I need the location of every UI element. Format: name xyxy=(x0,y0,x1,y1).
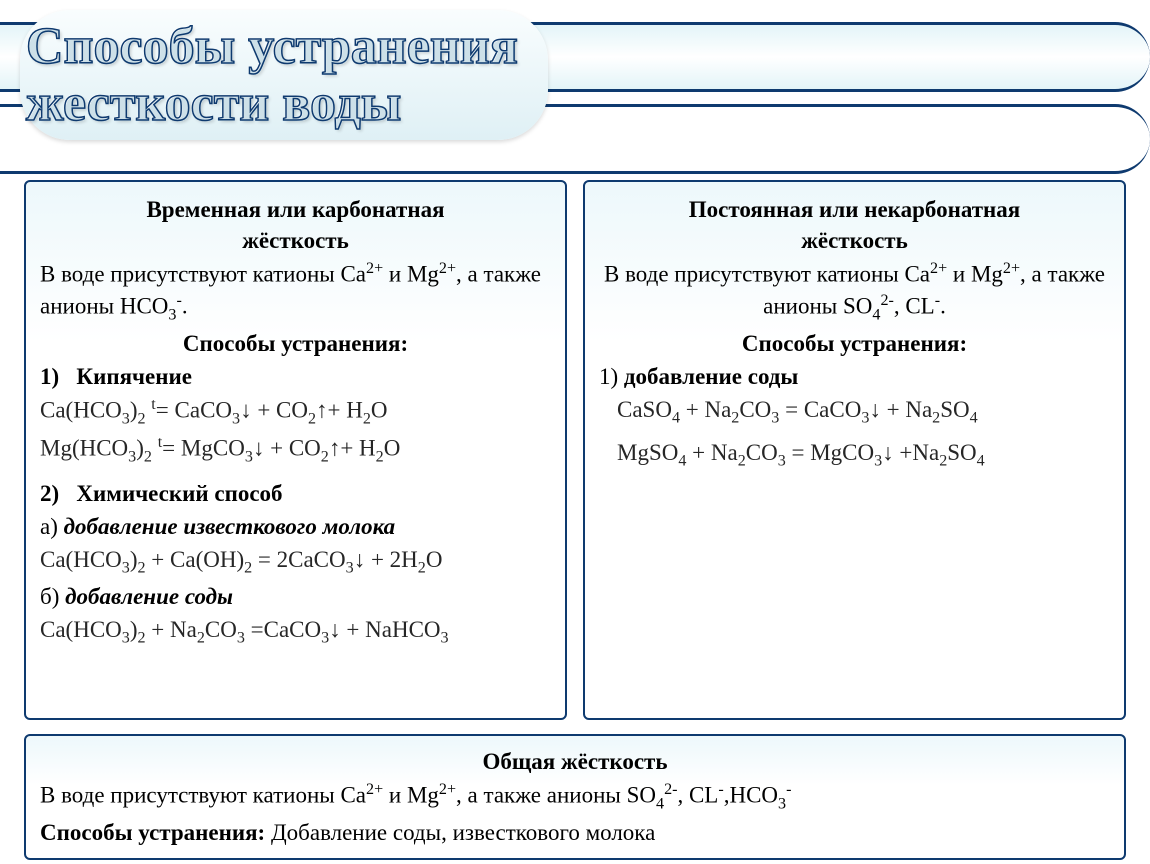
t: а) xyxy=(40,514,64,539)
t: CO xyxy=(739,397,771,422)
t: CaSO xyxy=(617,397,672,422)
t: , CL xyxy=(677,783,718,808)
t: ↓ + Na xyxy=(869,397,932,422)
left-eq2b: Ca(HCO3)2 + Na2CO3 =CaCO3↓ + NaHCO3 xyxy=(40,614,551,649)
t: ↓ + NaHCO xyxy=(329,617,440,642)
t: б) xyxy=(40,584,65,609)
t: и Mg xyxy=(383,262,439,287)
t: = 2CaCO xyxy=(252,547,345,572)
left-eq1a: Ca(HCO3)2 t= CaCO3↓ + CO2↑+ H2O xyxy=(40,394,551,430)
t: + Na xyxy=(146,617,197,642)
t: . xyxy=(182,293,188,318)
t: добавление соды xyxy=(624,364,798,389)
t: добавление соды xyxy=(65,584,233,609)
content-area: Временная или карбонатная жёсткость В во… xyxy=(24,180,1126,844)
t: = CaCO xyxy=(779,397,861,422)
t: . xyxy=(940,293,946,318)
t: SO xyxy=(947,440,976,465)
bottom-box: Общая жёсткость В воде присутствуют кати… xyxy=(24,734,1126,860)
right-h1: Постоянная или некарбонатная xyxy=(689,197,1020,222)
right-methods-title: Способы устранения: xyxy=(599,328,1110,359)
t: , а также анионы SO xyxy=(456,783,656,808)
left-box: Временная или карбонатная жёсткость В во… xyxy=(24,180,567,720)
right-heading: Постоянная или некарбонатная жёсткость xyxy=(599,194,1110,256)
t: O xyxy=(384,435,401,460)
t: 1) xyxy=(40,364,59,389)
t: + Na xyxy=(686,440,737,465)
left-m2: 2) Химический способ xyxy=(40,478,551,509)
t: и Mg xyxy=(383,783,439,808)
left-m1: 1) Кипячение xyxy=(40,361,551,392)
t: Химический способ xyxy=(76,481,282,506)
t: Ca(HCO xyxy=(40,547,122,572)
t: ,HCO xyxy=(724,783,778,808)
bottom-heading: Общая жёсткость xyxy=(40,746,1110,777)
t: ↓ + 2H xyxy=(354,547,418,572)
t: Добавление соды, известкового молока xyxy=(265,820,655,845)
t: В воде присутствуют катионы Ca xyxy=(40,262,366,287)
bottom-methods: Способы устранения: Добавление соды, изв… xyxy=(40,817,1110,848)
t: 1) xyxy=(599,364,624,389)
t: ↓ + CO xyxy=(253,435,321,460)
left-desc: В воде присутствуют катионы Ca2+ и Mg2+,… xyxy=(40,258,551,326)
bottom-desc: В воде присутствуют катионы Ca2+ и Mg2+,… xyxy=(40,779,1110,815)
t: MgSO xyxy=(617,440,678,465)
t: 2) xyxy=(40,481,59,506)
t: Ca(HCO xyxy=(40,617,122,642)
t: , CL xyxy=(894,293,935,318)
t: + Ca(OH) xyxy=(146,547,245,572)
t: и Mg xyxy=(947,262,1003,287)
t: ↓ +Na xyxy=(882,440,939,465)
t: + Na xyxy=(680,397,731,422)
t: O xyxy=(371,398,388,423)
left-methods-title: Способы устранения: xyxy=(40,328,551,359)
page-title: Способы устранения жесткости воды xyxy=(20,10,548,140)
right-m1: 1) добавление соды xyxy=(599,361,1110,392)
left-eq1b: Mg(HCO3)2 t= MgCO3↓ + CO2↑+ H2O xyxy=(40,432,551,468)
t: CO xyxy=(746,440,778,465)
t: Способы устранения: xyxy=(40,820,265,845)
right-eq1: CaSO4 + Na2CO3 = CaCO3↓ + Na2SO4 xyxy=(599,394,1110,429)
left-heading: Временная или карбонатная жёсткость xyxy=(40,194,551,256)
t: В воде присутствуют катионы Ca xyxy=(604,262,930,287)
t: Ca(HCO xyxy=(40,398,122,423)
title-line-1: Способы устранения xyxy=(26,18,518,75)
two-columns: Временная или карбонатная жёсткость В во… xyxy=(24,180,1126,720)
t: CO xyxy=(205,617,237,642)
t: ↑+ H xyxy=(316,398,363,423)
t: = MgCO xyxy=(786,440,874,465)
left-m2a: а) добавление известкового молока xyxy=(40,511,551,542)
t: добавление известкового молока xyxy=(64,514,396,539)
left-m2b: б) добавление соды xyxy=(40,581,551,612)
title-line-2: жесткости воды xyxy=(26,75,401,132)
left-h2: жёсткость xyxy=(242,228,349,253)
t: SO xyxy=(940,397,969,422)
t: O xyxy=(426,547,443,572)
t: Mg(HCO xyxy=(40,435,128,460)
t: Кипячение xyxy=(76,364,192,389)
right-eq2: MgSO4 + Na2CO3 = MgCO3↓ +Na2SO4 xyxy=(599,437,1110,472)
left-h1: Временная или карбонатная xyxy=(146,197,444,222)
left-eq2a: Ca(HCO3)2 + Ca(OH)2 = 2CaCO3↓ + 2H2O xyxy=(40,544,551,579)
right-h2: жёсткость xyxy=(801,228,908,253)
t: MgCO xyxy=(175,435,245,460)
right-desc: В воде присутствуют катионы Ca2+ и Mg2+,… xyxy=(599,258,1110,326)
t: =CaCO xyxy=(245,617,321,642)
t: ↓ + CO xyxy=(240,398,308,423)
t: CaCO xyxy=(169,398,232,423)
right-box: Постоянная или некарбонатная жёсткость В… xyxy=(583,180,1126,720)
t: ↑+ H xyxy=(329,435,376,460)
t: В воде присутствуют катионы Ca xyxy=(40,783,366,808)
